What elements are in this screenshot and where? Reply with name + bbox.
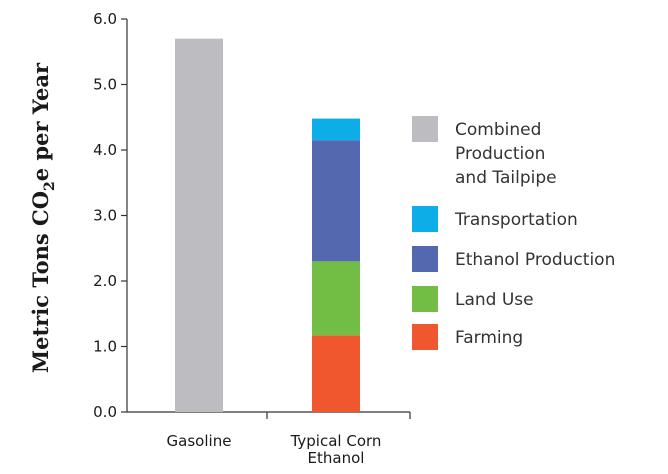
y-tick-label: 1.0 xyxy=(93,338,117,356)
y-tick-label: 0.0 xyxy=(93,403,117,421)
legend-label: Transportation xyxy=(454,210,578,230)
x-category-label: Typical Corn xyxy=(290,432,382,450)
legend-swatch xyxy=(412,286,438,312)
y-tick-label: 3.0 xyxy=(93,207,117,225)
bar-segment xyxy=(312,118,360,141)
y-tick-label: 5.0 xyxy=(93,76,117,94)
legend-swatch xyxy=(412,246,438,272)
legend-swatch xyxy=(412,206,438,232)
y-axis-title: Metric Tons CO2e per Year xyxy=(28,62,58,373)
bar-segment xyxy=(312,261,360,336)
y-tick-label: 2.0 xyxy=(93,272,117,290)
legend-label: Combined xyxy=(455,120,541,140)
bar-segment xyxy=(312,335,360,412)
legend-label: and Tailpipe xyxy=(455,168,557,188)
y-tick-label: 6.0 xyxy=(93,10,117,28)
legend-swatch xyxy=(412,324,438,350)
y-tick-label: 4.0 xyxy=(93,141,117,159)
x-category-label: Gasoline xyxy=(167,432,232,450)
x-category-label: Ethanol xyxy=(308,449,365,467)
legend-label: Production xyxy=(455,144,545,164)
bar-segment xyxy=(312,140,360,262)
legend-label: Ethanol Production xyxy=(455,250,615,270)
bar-segment xyxy=(175,38,223,413)
legend-label: Farming xyxy=(455,328,523,348)
legend-swatch xyxy=(412,116,438,142)
legend-label: Land Use xyxy=(455,290,534,310)
